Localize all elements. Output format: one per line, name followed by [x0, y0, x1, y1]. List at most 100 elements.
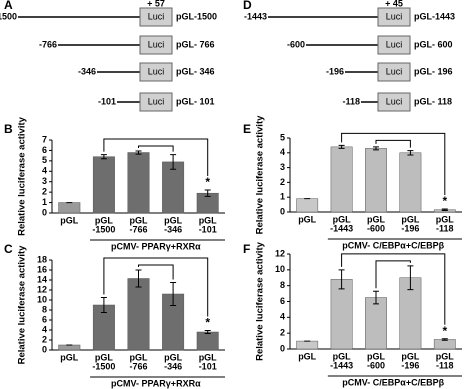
y-tick-label: 0 [280, 206, 285, 216]
y-tick-label: 0 [42, 207, 47, 217]
luci-box [377, 35, 411, 55]
panel-letter: B [4, 122, 13, 136]
start-label: -196 [326, 66, 344, 76]
box-label: Luci [148, 66, 165, 76]
y-tick-label: 2 [42, 187, 47, 197]
y-tick-label: 8 [280, 280, 285, 290]
y-tick-label: 14 [37, 274, 47, 284]
error-bar [338, 144, 345, 149]
y-tick-label: 6 [280, 296, 285, 306]
bar [399, 152, 422, 213]
y-tick-label: 18 [37, 254, 47, 264]
x-tick-label: -766 [129, 361, 147, 371]
y-tick-label: 10 [275, 264, 285, 274]
start-label: -101 [98, 96, 116, 106]
x-axis-label: pCMV- C/EBPα+C/EBPβ [342, 377, 444, 387]
construct-name: pGL- 118 [414, 96, 452, 106]
x-tick-label: -346 [164, 224, 182, 234]
y-axis-label: Relative luciferase activity [17, 245, 28, 365]
box-label: Luci [386, 66, 403, 76]
x-tick-label: pGL [298, 351, 316, 361]
error-bar [170, 154, 177, 170]
y-tick-label: 7 [42, 134, 47, 144]
error-bar [373, 290, 379, 305]
bracket [341, 253, 446, 325]
luci-box [139, 62, 173, 82]
x-tick-label: pGL [298, 214, 316, 224]
y-tick-label: 0 [280, 343, 285, 353]
error-bar [204, 330, 211, 334]
construct-name: pGL- 101 [176, 96, 215, 106]
x-tick-label: -196 [401, 360, 419, 370]
start-label: -1443 [244, 11, 267, 21]
x-tick-label: pGL [60, 352, 78, 362]
bar [330, 279, 353, 350]
x-tick-label: -101 [199, 361, 217, 371]
error-bar [100, 297, 107, 313]
error-bar [204, 189, 211, 197]
y-tick-label: 2 [280, 328, 285, 338]
panel-letter: F [243, 242, 250, 256]
x-tick-label: pGL [95, 352, 113, 362]
bar [330, 146, 353, 213]
x-tick-label: -766 [129, 224, 147, 234]
x-tick-label: pGL [367, 214, 385, 224]
start-label: -346 [78, 66, 96, 76]
construct-name: pGL- 196 [414, 66, 453, 76]
y-tick-label: 4 [42, 166, 47, 176]
bar [365, 297, 387, 350]
offset-label: + 45 [385, 0, 403, 8]
x-tick-label: -118 [436, 223, 454, 233]
y-tick-label: 12 [275, 248, 285, 258]
y-tick-label: 10 [37, 294, 47, 304]
x-tick-label: -346 [164, 361, 182, 371]
panel-letter: A [4, 0, 13, 12]
x-tick-label: pGL [333, 351, 351, 361]
error-bar [441, 208, 448, 212]
bar [365, 148, 387, 213]
y-tick-label: 8 [42, 304, 47, 314]
box-label: Luci [148, 96, 165, 106]
box-label: Luci [148, 39, 165, 49]
x-tick-label: pGL [367, 351, 385, 361]
start-label: -118 [342, 96, 360, 106]
y-tick-label: 6 [42, 314, 47, 324]
x-tick-label: -1500 [92, 224, 115, 234]
luci-box [139, 7, 173, 27]
y-tick-label: 3 [280, 162, 285, 172]
bar [127, 152, 150, 214]
luci-box [377, 92, 411, 112]
y-tick-label: 3 [42, 176, 47, 186]
bracket [103, 138, 209, 177]
x-axis-label: pCMV- PPARγ+RXRα [111, 241, 201, 251]
y-tick-label: 2 [42, 334, 47, 344]
x-tick-label: pGL [164, 352, 182, 362]
error-bar [441, 338, 448, 341]
y-axis-label: Relative luciferase activity [255, 241, 266, 361]
bar [296, 340, 319, 350]
error-bar [373, 146, 379, 151]
x-tick-label: -118 [436, 360, 454, 370]
x-axis-label: pCMV- PPARγ+RXRα [111, 378, 201, 388]
box-label: Luci [386, 39, 403, 49]
offset-label: + 57 [147, 0, 165, 8]
start-label: -766 [39, 39, 57, 49]
x-tick-label: -600 [367, 223, 385, 233]
significance: * [205, 316, 210, 330]
panel-letter: C [4, 242, 13, 256]
bar [92, 156, 115, 214]
y-tick-label: 5 [280, 132, 285, 142]
x-tick-label: -196 [401, 223, 419, 233]
bracket [375, 139, 411, 148]
y-tick-label: 1 [280, 192, 285, 202]
construct-name: pGL- 766 [176, 39, 215, 49]
x-tick-label: pGL [199, 352, 217, 362]
bracket [138, 145, 174, 152]
x-tick-label: -600 [367, 360, 385, 370]
x-tick-label: pGL [130, 352, 148, 362]
luci-box [139, 35, 173, 55]
bracket [103, 257, 209, 317]
luci-box [139, 92, 173, 112]
significance: * [442, 194, 447, 208]
